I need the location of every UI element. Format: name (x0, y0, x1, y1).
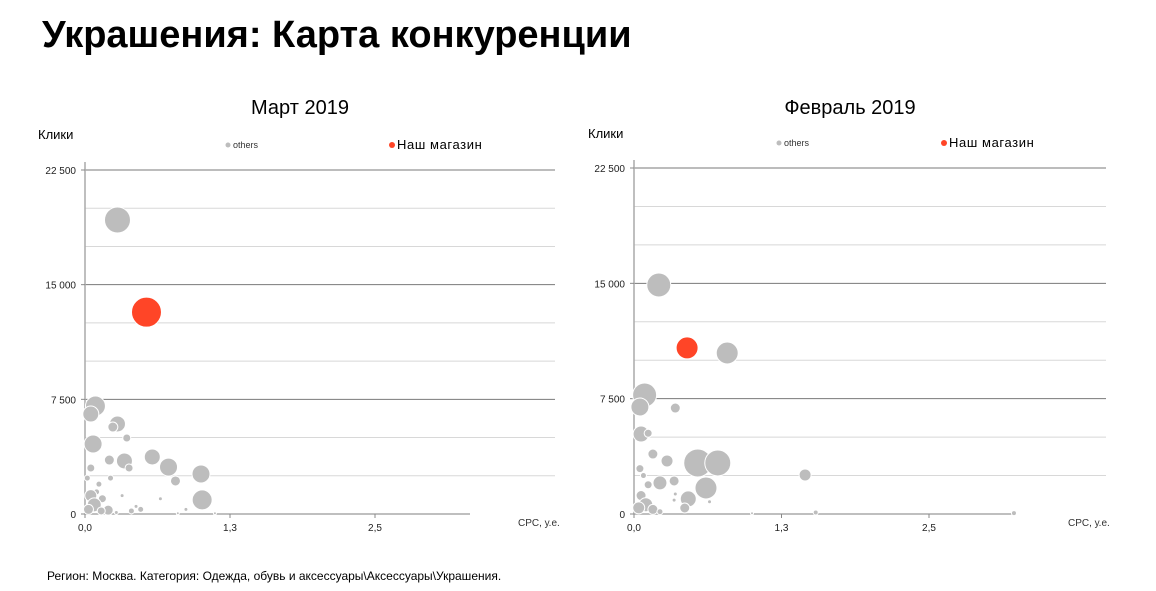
bubble-others (635, 464, 645, 474)
bubble-others (103, 206, 131, 234)
y-tick-label: 15 000 (45, 281, 76, 292)
bubble-others (107, 421, 119, 433)
bubble-others (191, 464, 211, 484)
chart-2: Февраль 2019 Клики CPC, у.е. others Наш мага… (588, 97, 1110, 534)
bubble-others (668, 475, 680, 487)
bubble-others (159, 457, 179, 477)
bubble-others (143, 448, 161, 466)
bubble-others (750, 511, 754, 516)
bubble-others (175, 511, 180, 516)
bubble-others (96, 506, 106, 516)
legend-label-others: others (233, 140, 259, 150)
bubble-others (103, 454, 115, 466)
bubble-others (704, 449, 732, 477)
bubble-others (127, 507, 135, 515)
bubble-others (669, 402, 681, 414)
x-tick-label: 2,5 (368, 523, 382, 534)
y-axis-label: Клики (38, 127, 73, 142)
bubble-others (122, 433, 132, 443)
bubble-others (647, 448, 659, 460)
bubble-others (1010, 510, 1017, 517)
bubble-others (694, 476, 718, 500)
x-tick-label: 1,3 (775, 523, 789, 534)
bubble-others (646, 272, 672, 298)
legend-marker-others (776, 140, 782, 146)
bubble-others (679, 502, 691, 514)
x-axis-label: CPC, у.е. (1068, 518, 1110, 529)
y-tick-label: 0 (619, 510, 625, 521)
bubble-our-store (130, 296, 162, 328)
page-title: Украшения: Карта конкуренции (42, 14, 632, 56)
bubble-others (82, 405, 100, 423)
y-tick-label: 22 500 (45, 166, 76, 177)
x-axis-label: CPC, у.е. (518, 518, 560, 529)
legend-marker-ours (941, 140, 947, 146)
bubble-others (113, 509, 119, 515)
bubble-others (86, 463, 96, 473)
bubble-others (83, 434, 103, 454)
bubble-others (191, 489, 213, 511)
bubble-others (157, 496, 163, 502)
bubble-others (107, 474, 115, 482)
bubble-others (656, 508, 664, 516)
bubble-others (798, 468, 812, 482)
bubble-others (95, 480, 103, 488)
y-tick-label: 7 500 (600, 395, 625, 406)
bubble-others (124, 463, 134, 473)
bubble-others (652, 475, 668, 491)
bubble-others (632, 501, 646, 515)
bubble-others (82, 503, 94, 515)
footer-note: Регион: Москва. Категория: Одежда, обувь… (47, 569, 502, 583)
y-tick-label: 7 500 (51, 395, 76, 406)
bubble-others (707, 499, 713, 505)
bubble-others (630, 397, 650, 417)
chart-title: Февраль 2019 (784, 97, 915, 119)
legend-label-others: others (784, 138, 810, 148)
chart-1: Март 2019 Клики CPC, у.е. others Наш магазин… (38, 97, 560, 534)
bubble-others (639, 472, 647, 480)
x-tick-label: 0,0 (78, 523, 92, 534)
bubble-others (643, 480, 653, 490)
legend-label-ours: Наш магазин (397, 137, 482, 152)
bubble-others (671, 497, 677, 503)
bubble-others (169, 475, 181, 487)
legend-marker-others (225, 142, 231, 148)
x-tick-label: 2,5 (922, 523, 936, 534)
y-tick-label: 15 000 (594, 279, 625, 290)
bubble-others (137, 505, 145, 513)
bubble-others (212, 511, 217, 516)
bubble-our-store (675, 336, 699, 360)
bubble-others (643, 428, 653, 438)
x-tick-label: 1,3 (223, 523, 237, 534)
y-tick-label: 0 (70, 510, 76, 521)
bubble-others (660, 454, 674, 468)
bubble-others (183, 506, 189, 512)
y-tick-label: 22 500 (594, 164, 625, 175)
bubble-others (672, 491, 678, 497)
legend-marker-ours (389, 142, 395, 148)
y-axis-label: Клики (588, 126, 623, 141)
bubble-others (812, 509, 819, 516)
bubble-others (715, 341, 739, 365)
bubble-others (647, 503, 659, 515)
legend-label-ours: Наш магазин (949, 135, 1034, 150)
bubble-others (133, 503, 139, 509)
chart-title: Март 2019 (251, 97, 349, 119)
bubble-others (83, 474, 91, 482)
x-tick-label: 0,0 (627, 523, 641, 534)
bubble-others (119, 493, 125, 499)
